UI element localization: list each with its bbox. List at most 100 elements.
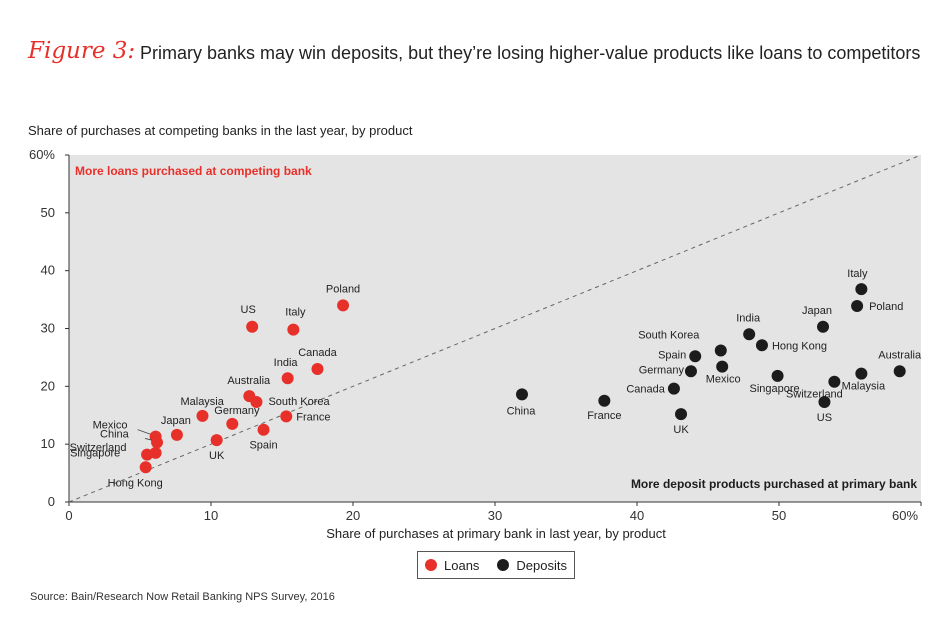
point-deposits-mexico bbox=[716, 360, 729, 373]
point-loans-france bbox=[280, 410, 293, 423]
point-deposits-canada bbox=[667, 382, 680, 395]
point-label-loans-canada: Canada bbox=[298, 347, 337, 359]
y-tick-label: 30 bbox=[41, 321, 55, 336]
x-tick-label: 10 bbox=[204, 508, 218, 523]
point-loans-china bbox=[151, 436, 164, 449]
point-loans-canada bbox=[311, 362, 324, 375]
point-label-loans-malaysia: Malaysia bbox=[180, 396, 224, 408]
x-tick-label: 40 bbox=[630, 508, 644, 523]
point-label-deposits-hong-kong: Hong Kong bbox=[772, 340, 827, 352]
y-tick-label: 40 bbox=[41, 263, 55, 278]
y-axis-title: Share of purchases at competing banks in… bbox=[28, 123, 413, 138]
point-label-deposits-australia: Australia bbox=[878, 349, 922, 361]
x-tick-label: 20 bbox=[346, 508, 360, 523]
point-label-deposits-mexico: Mexico bbox=[706, 374, 741, 386]
point-label-deposits-south-korea: South Korea bbox=[638, 329, 700, 341]
point-loans-hong-kong bbox=[139, 461, 152, 474]
label-leader-line bbox=[137, 429, 152, 436]
annotation-deposits: More deposit products purchased at prima… bbox=[631, 477, 917, 491]
legend: Loans Deposits bbox=[417, 551, 575, 579]
legend-item-deposits: Deposits bbox=[497, 558, 567, 573]
point-label-loans-australia: Australia bbox=[227, 375, 271, 387]
annotation-loans: More loans purchased at competing bank bbox=[75, 164, 312, 178]
point-label-loans-china: China bbox=[100, 428, 130, 440]
point-deposits-poland bbox=[851, 299, 864, 312]
point-deposits-germany bbox=[684, 365, 697, 378]
point-loans-malaysia bbox=[196, 409, 209, 422]
legend-label-loans: Loans bbox=[444, 557, 480, 573]
y-tick-label: 50 bbox=[41, 205, 55, 220]
point-deposits-malaysia bbox=[855, 367, 868, 380]
point-loans-germany bbox=[226, 417, 239, 430]
point-label-loans-us: US bbox=[241, 304, 256, 316]
point-deposits-spain bbox=[689, 350, 702, 363]
source-note: Source: Bain/Research Now Retail Banking… bbox=[30, 591, 335, 603]
point-deposits-italy bbox=[855, 283, 868, 296]
x-tick-label: 60% bbox=[892, 508, 918, 523]
page-title: Primary banks may win deposits, but they… bbox=[140, 43, 921, 63]
point-label-deposits-japan: Japan bbox=[802, 305, 832, 317]
point-deposits-us bbox=[818, 395, 831, 408]
point-label-deposits-italy: Italy bbox=[847, 268, 868, 280]
point-label-deposits-switzerland: Switzerland bbox=[786, 389, 843, 401]
point-label-loans-switzerland: Switzerland bbox=[70, 442, 127, 454]
point-deposits-south-korea bbox=[714, 344, 727, 357]
y-tick-label: 10 bbox=[41, 436, 55, 451]
point-label-loans-uk: UK bbox=[209, 450, 225, 462]
point-label-loans-singapore: Singapore bbox=[70, 448, 120, 460]
point-label-deposits-singapore: Singapore bbox=[750, 383, 800, 395]
point-deposits-france bbox=[598, 394, 611, 407]
point-label-loans-south-korea: South Korea bbox=[268, 396, 330, 408]
point-label-deposits-malaysia: Malaysia bbox=[842, 381, 886, 393]
point-label-loans-germany: Germany bbox=[214, 405, 260, 417]
point-loans-spain bbox=[257, 423, 270, 436]
y-tick-label: 60% bbox=[29, 147, 55, 162]
legend-item-loans: Loans bbox=[425, 558, 479, 573]
point-loans-us bbox=[246, 320, 259, 333]
legend-swatch-loans bbox=[425, 559, 437, 571]
x-tick-label: 0 bbox=[65, 508, 72, 523]
point-label-loans-india: India bbox=[274, 357, 299, 369]
legend-swatch-deposits bbox=[497, 559, 510, 571]
point-label-deposits-us: US bbox=[817, 412, 832, 424]
point-label-loans-italy: Italy bbox=[285, 307, 306, 319]
point-label-loans-mexico: Mexico bbox=[93, 420, 128, 432]
point-deposits-china bbox=[515, 388, 528, 401]
point-label-deposits-spain: Spain bbox=[658, 349, 686, 361]
figure-label: Figure 3: bbox=[28, 38, 136, 64]
diagonal-reference-line bbox=[68, 154, 922, 503]
point-deposits-hong-kong bbox=[755, 339, 768, 352]
point-label-deposits-india: India bbox=[736, 312, 761, 324]
point-label-loans-spain: Spain bbox=[249, 440, 277, 452]
point-deposits-japan bbox=[817, 320, 830, 333]
point-deposits-switzerland bbox=[828, 375, 841, 388]
point-loans-italy bbox=[287, 323, 300, 336]
point-label-loans-hong-kong: Hong Kong bbox=[108, 477, 163, 489]
legend-label-deposits: Deposits bbox=[516, 557, 567, 573]
point-loans-poland bbox=[337, 299, 350, 312]
point-label-loans-japan: Japan bbox=[161, 415, 191, 427]
point-loans-india bbox=[281, 372, 294, 385]
point-label-deposits-germany: Germany bbox=[639, 364, 685, 376]
point-deposits-singapore bbox=[771, 369, 784, 382]
point-loans-singapore bbox=[141, 448, 154, 461]
point-label-loans-france: France bbox=[296, 411, 330, 423]
point-label-deposits-poland: Poland bbox=[869, 301, 903, 313]
point-deposits-uk bbox=[675, 408, 688, 421]
y-tick-label: 20 bbox=[41, 378, 55, 393]
x-tick-label: 30 bbox=[488, 508, 502, 523]
point-label-deposits-china: China bbox=[507, 405, 537, 417]
point-label-deposits-france: France bbox=[587, 410, 621, 422]
point-label-loans-poland: Poland bbox=[326, 283, 360, 295]
point-loans-japan bbox=[170, 428, 183, 441]
point-loans-south-korea bbox=[250, 395, 263, 408]
point-deposits-india bbox=[743, 328, 756, 341]
point-label-deposits-canada: Canada bbox=[626, 384, 665, 396]
point-label-deposits-uk: UK bbox=[673, 424, 689, 436]
point-loans-uk bbox=[210, 434, 223, 447]
y-tick-label: 0 bbox=[48, 494, 55, 509]
x-tick-label: 50 bbox=[772, 508, 786, 523]
x-axis-title: Share of purchases at primary bank in la… bbox=[326, 526, 666, 541]
point-deposits-australia bbox=[893, 365, 906, 378]
